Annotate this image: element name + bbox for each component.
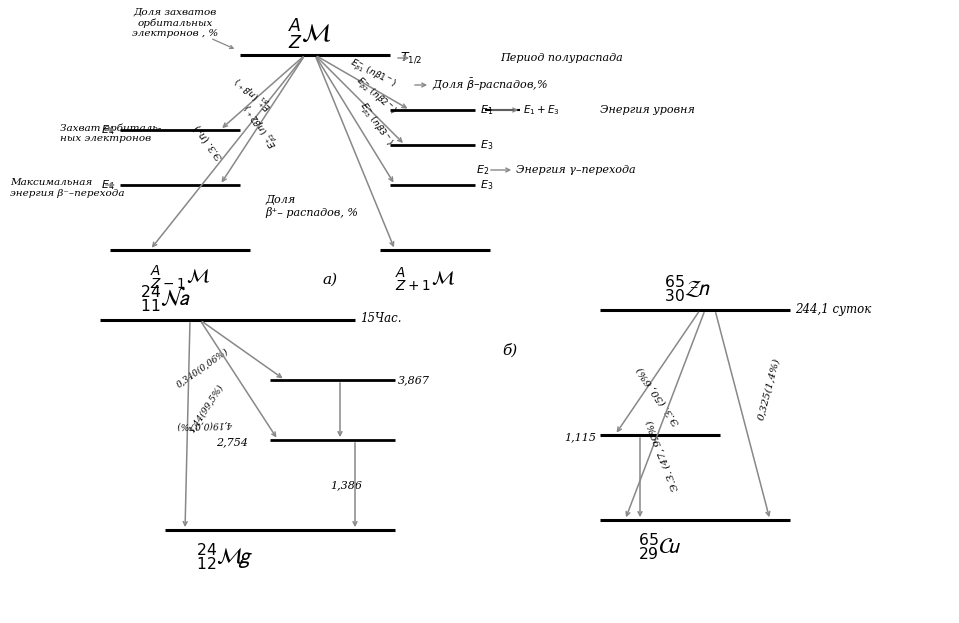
Text: 1,386: 1,386 [330,480,362,490]
Text: б): б) [503,343,518,357]
Text: $^{24}_{11}\mathcal{N\!a}$: $^{24}_{11}\mathcal{N\!a}$ [140,284,190,315]
Text: 3,867: 3,867 [398,375,430,385]
Text: $E_4$: $E_4$ [102,178,115,192]
Text: $E_1$: $E_1$ [480,103,493,117]
Text: $^{65}_{29}\mathcal{C\!u}$: $^{65}_{29}\mathcal{C\!u}$ [638,532,682,563]
Text: $E_2$: $E_2$ [476,163,489,177]
Text: Э.З. (47, 99%): Э.З. (47, 99%) [645,419,681,492]
Text: $E_{\beta3}^{-}$ $(n\beta3^-)$: $E_{\beta3}^{-}$ $(n\beta3^-)$ [355,100,395,150]
Text: $T_{1/2}$: $T_{1/2}$ [400,50,422,65]
Text: $E_{\beta1}^{-}$ $(n\beta1^-)$: $E_{\beta1}^{-}$ $(n\beta1^-)$ [347,57,398,92]
Text: $^{A}_{Z-1}\mathcal{M}$: $^{A}_{Z-1}\mathcal{M}$ [150,264,210,292]
Text: Э.З. (50, 6%): Э.З. (50, 6%) [636,365,682,427]
Text: Доля $\bar{\beta}$–распадов,%: Доля $\bar{\beta}$–распадов,% [432,77,549,93]
Text: 0,325(1,4%): 0,325(1,4%) [756,357,781,421]
Text: 244,1 суток: 244,1 суток [795,303,871,315]
Text: 4,19(0,07%): 4,19(0,07%) [177,419,233,429]
Text: Захват орбиталь-
ных электронов: Захват орбиталь- ных электронов [60,123,161,143]
Text: Период полураспада: Период полураспада [500,53,622,63]
Text: Доля
β⁺– распадов, %: Доля β⁺– распадов, % [265,195,358,218]
Text: Доля захватов
орбитальных
электронов , %: Доля захватов орбитальных электронов , % [132,8,218,39]
Text: а): а) [322,273,338,287]
Text: Энергия уровня: Энергия уровня [600,105,695,115]
Text: Э.З. $(n_x)$: Э.З. $(n_x)$ [192,121,227,163]
Text: Максимальная
энергия β⁻–перехода: Максимальная энергия β⁻–перехода [10,178,125,197]
Text: $^{24}_{12}\mathcal{M\!g}$: $^{24}_{12}\mathcal{M\!g}$ [197,542,254,573]
Text: 1,115: 1,115 [564,432,596,442]
Text: 2,754: 2,754 [216,437,248,447]
Text: $^{65}_{30}\mathcal{Z\!n}$: $^{65}_{30}\mathcal{Z\!n}$ [665,273,712,305]
Text: $E_3$: $E_3$ [480,178,493,192]
Text: $E_4$: $E_4$ [102,123,115,137]
Text: $^{A}_{Z+1}\mathcal{M}$: $^{A}_{Z+1}\mathcal{M}$ [395,266,455,293]
Text: Энергия γ–перехода: Энергия γ–перехода [516,165,636,175]
Text: $E_3$: $E_3$ [480,138,493,152]
Text: $E_1+E_3$: $E_1+E_3$ [523,103,560,117]
Text: $E_{\beta1}^{+}$ $(n\beta^+)$: $E_{\beta1}^{+}$ $(n\beta^+)$ [233,72,276,113]
Text: 0,340(0,06%): 0,340(0,06%) [175,346,230,389]
Text: $^{A}_{Z}\mathcal{M}$: $^{A}_{Z}\mathcal{M}$ [288,18,332,52]
Text: 15Час.: 15Час. [360,313,402,325]
Text: 1,44(99,5%): 1,44(99,5%) [187,383,224,434]
Text: $E_{\beta2}^{+}$ $(n\beta2^+)$: $E_{\beta2}^{+}$ $(n\beta2^+)$ [243,100,283,150]
Text: $E_{\beta2}^{-}$ $(n\beta2^-)$: $E_{\beta2}^{-}$ $(n\beta2^-)$ [352,75,398,119]
